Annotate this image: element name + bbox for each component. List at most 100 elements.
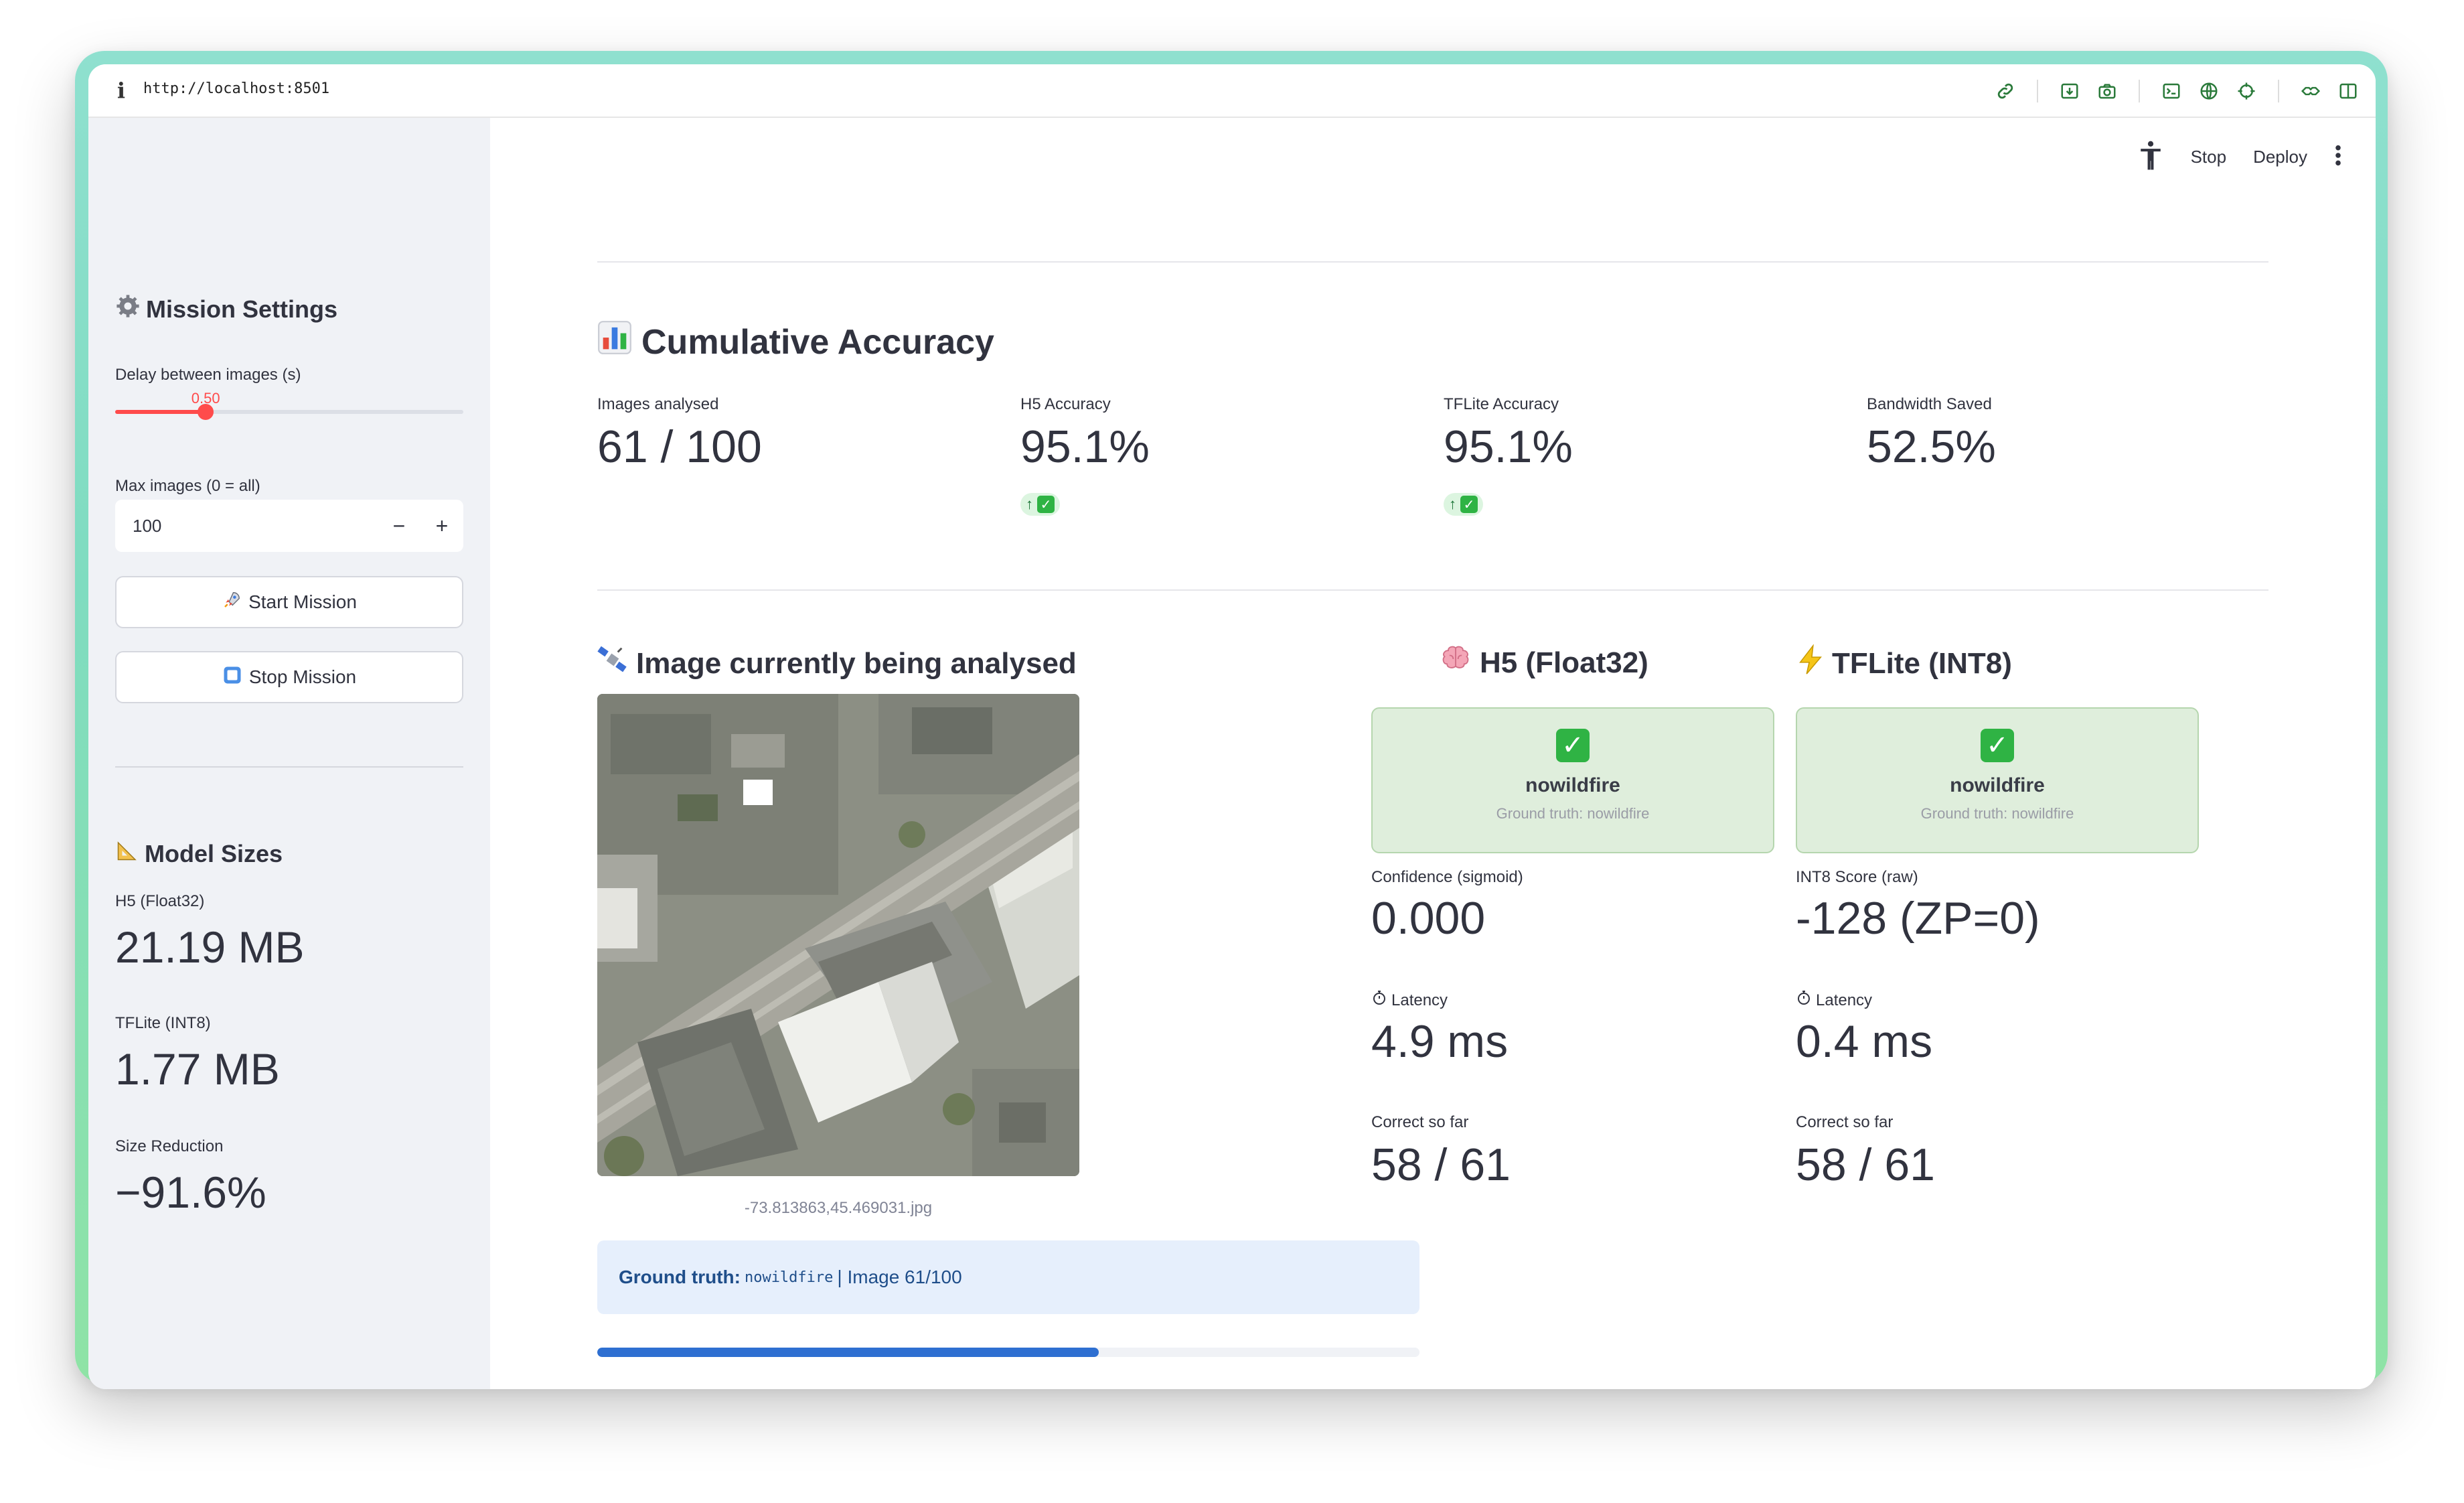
- link-icon[interactable]: [1994, 80, 2017, 102]
- tflite-prediction: nowildfire: [1950, 774, 2045, 796]
- sidebar-divider: [115, 766, 463, 768]
- h5-heading: H5 (Float32): [1440, 644, 1648, 681]
- divider-middle: [597, 589, 2268, 591]
- app-window: i http://localhost:8501: [88, 64, 2376, 1389]
- download-icon[interactable]: [2058, 80, 2081, 102]
- mission-settings-heading: Mission Settings: [115, 293, 337, 325]
- more-menu-icon[interactable]: [2334, 144, 2342, 170]
- h5-score-value: 0.000: [1371, 893, 1486, 944]
- tflite-score-label: INT8 Score (raw): [1796, 868, 1918, 886]
- h5-accuracy-delta: ↑ ✓: [1020, 493, 1060, 516]
- metric-tflite-accuracy-label: TFLite Accuracy: [1444, 395, 1559, 413]
- image-counter: | Image 61/100: [837, 1267, 962, 1287]
- deploy-button[interactable]: Deploy: [2253, 146, 2307, 167]
- model-sizes-heading: Model Sizes: [115, 839, 283, 869]
- toolbar-separator: [2278, 80, 2279, 102]
- tflite-result-card: ✓ nowildfire Ground truth: nowildfire: [1796, 707, 2199, 853]
- accessibility-icon[interactable]: [2137, 140, 2164, 174]
- brain-icon: [1440, 644, 1472, 681]
- h5-correct-value: 58 / 61: [1371, 1139, 1511, 1190]
- progress-bar: [597, 1348, 1419, 1357]
- bar-chart-icon: [597, 320, 632, 364]
- satellite-icon: [597, 644, 628, 683]
- tflite-accuracy-delta: ↑ ✓: [1444, 493, 1483, 516]
- metric-tflite-accuracy-value: 95.1%: [1444, 421, 1573, 472]
- metric-bandwidth-saved-value: 52.5%: [1867, 421, 1996, 472]
- gear-icon: [115, 293, 141, 325]
- delay-slider-fill: [115, 410, 206, 414]
- tflite-size-label: TFLite (INT8): [115, 1014, 211, 1032]
- metric-h5-accuracy-label: H5 Accuracy: [1020, 395, 1111, 413]
- triangular-ruler-icon: [115, 839, 139, 869]
- tflite-latency-label: Latency: [1796, 990, 1872, 1011]
- metric-images-analysed-value: 61 / 100: [597, 421, 762, 472]
- start-mission-button[interactable]: Start Mission: [115, 576, 463, 628]
- max-images-value[interactable]: 100: [133, 515, 162, 536]
- stopwatch-icon: [1371, 990, 1387, 1011]
- tflite-latency-text: Latency: [1816, 991, 1873, 1009]
- url-bar: i http://localhost:8501: [88, 64, 2376, 118]
- tflite-latency-value: 0.4 ms: [1796, 1016, 1933, 1067]
- model-sizes-title: Model Sizes: [145, 839, 283, 867]
- h5-latency-text: Latency: [1391, 991, 1448, 1009]
- current-image-title: Image currently being analysed: [636, 646, 1077, 680]
- h5-score-label: Confidence (sigmoid): [1371, 868, 1523, 886]
- tflite-heading: TFLite (INT8): [1797, 644, 2012, 683]
- h5-prediction: nowildfire: [1525, 774, 1620, 796]
- arrow-up-icon: ↑: [1026, 496, 1033, 512]
- h5-title: H5 (Float32): [1480, 646, 1648, 679]
- increment-button[interactable]: +: [435, 513, 449, 538]
- extension-icon[interactable]: [2299, 80, 2322, 102]
- camera-icon[interactable]: [2096, 80, 2119, 102]
- arrow-up-icon: ↑: [1449, 496, 1456, 512]
- ground-truth-label: Ground truth:: [619, 1267, 741, 1287]
- stop-link[interactable]: Stop: [2190, 146, 2227, 167]
- max-images-input[interactable]: 100 − +: [115, 500, 463, 552]
- start-mission-label: Start Mission: [248, 591, 357, 612]
- check-icon: ✓: [1556, 729, 1590, 762]
- stop-mission-label: Stop Mission: [248, 666, 357, 687]
- divider-top: [597, 261, 2268, 263]
- size-reduction-value: −91.6%: [115, 1167, 266, 1217]
- decrement-button[interactable]: −: [392, 513, 406, 538]
- terminal-icon[interactable]: [2160, 80, 2183, 102]
- toolbar-separator: [2037, 80, 2038, 102]
- main-content: Stop Deploy Cumulative Accuracy Images a…: [490, 118, 2376, 1389]
- delay-slider[interactable]: [115, 404, 463, 420]
- tflite-size-value: 1.77 MB: [115, 1044, 280, 1094]
- sidebar: Mission Settings Delay between images (s…: [88, 118, 490, 1389]
- h5-ground-truth: Ground truth: nowildfire: [1496, 805, 1650, 822]
- delay-slider-value: 0.50: [191, 390, 220, 407]
- url-text[interactable]: http://localhost:8501: [143, 80, 330, 97]
- app-toolbar: Stop Deploy: [2137, 138, 2342, 175]
- url-bar-icons: [1994, 76, 2360, 106]
- tflite-score-value: -128 (ZP=0): [1796, 893, 2040, 944]
- satellite-image: [597, 694, 1079, 1176]
- delay-slider-thumb[interactable]: [198, 404, 214, 420]
- size-reduction-label: Size Reduction: [115, 1137, 224, 1155]
- check-icon: ✓: [1981, 729, 2014, 762]
- tflite-correct-value: 58 / 61: [1796, 1139, 1935, 1190]
- crosshair-icon[interactable]: [2235, 80, 2258, 102]
- globe-icon[interactable]: [2198, 80, 2220, 102]
- h5-size-label: H5 (Float32): [115, 892, 205, 910]
- h5-correct-label: Correct so far: [1371, 1113, 1469, 1131]
- info-icon[interactable]: i: [117, 78, 126, 103]
- current-image-heading: Image currently being analysed: [597, 644, 1077, 683]
- h5-size-value: 21.19 MB: [115, 922, 305, 972]
- metric-bandwidth-saved-label: Bandwidth Saved: [1867, 395, 1992, 413]
- cumulative-accuracy-heading: Cumulative Accuracy: [597, 320, 994, 364]
- check-icon: ✓: [1037, 496, 1055, 513]
- max-images-label: Max images (0 = all): [115, 477, 260, 495]
- check-icon: ✓: [1460, 496, 1478, 513]
- h5-latency-value: 4.9 ms: [1371, 1016, 1509, 1067]
- lightning-icon: [1797, 644, 1824, 683]
- h5-latency-label: Latency: [1371, 990, 1448, 1011]
- cumulative-accuracy-title: Cumulative Accuracy: [641, 322, 994, 362]
- split-view-icon[interactable]: [2337, 80, 2360, 102]
- tflite-title: TFLite (INT8): [1832, 646, 2012, 680]
- stop-mission-button[interactable]: Stop Mission: [115, 651, 463, 703]
- ground-truth-info: Ground truth: nowildfire | Image 61/100: [597, 1240, 1419, 1314]
- toolbar-separator: [2139, 80, 2140, 102]
- mission-settings-title: Mission Settings: [146, 295, 338, 323]
